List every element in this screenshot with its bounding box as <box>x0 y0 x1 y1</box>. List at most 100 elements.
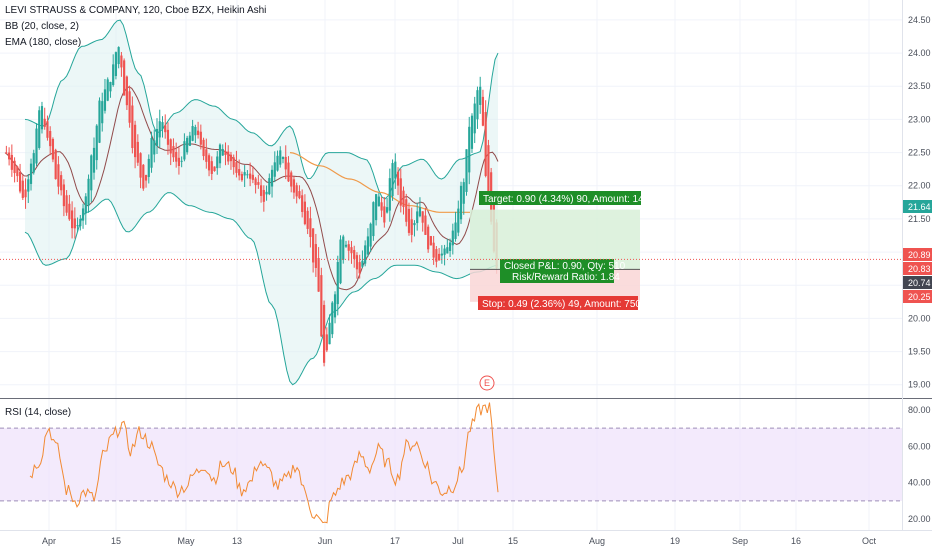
candle-body <box>435 249 438 262</box>
candle-body <box>21 180 24 198</box>
candle-body <box>262 189 265 202</box>
rsi-legend[interactable]: RSI (14, close) <box>5 407 72 418</box>
time-axis[interactable]: Apr 15 May 13 Jun 17 Jul 15 Aug 19 Sep 16 Oct <box>42 536 877 546</box>
candle-body <box>98 100 101 143</box>
candle-body <box>218 144 222 164</box>
candle-body <box>361 260 364 267</box>
candle-body <box>112 64 115 86</box>
candle-body <box>166 129 170 145</box>
candle-body <box>232 157 235 168</box>
candle-body <box>265 191 268 195</box>
candle-body <box>421 211 424 223</box>
candle-body <box>301 195 304 212</box>
price-tag <box>903 248 932 261</box>
candle-body <box>210 161 213 174</box>
candle-body <box>298 191 301 199</box>
candle-body <box>101 101 104 124</box>
candle-body <box>240 174 244 181</box>
candle-body <box>479 86 482 105</box>
rsi-tick-label: 40.00 <box>908 478 931 488</box>
candle-body <box>29 163 33 184</box>
candle-body <box>314 244 317 268</box>
candle-body <box>333 294 337 318</box>
price-tick-label: 24.50 <box>908 15 931 25</box>
candle-body <box>320 275 323 337</box>
candle-body <box>87 178 90 206</box>
price-tag-label: 20.89 <box>908 250 931 260</box>
candle-body <box>279 150 282 165</box>
candle-body <box>142 164 145 189</box>
candle-body <box>54 149 57 180</box>
candle-body <box>372 202 375 237</box>
candle-body <box>60 175 63 191</box>
time-tick-label: 13 <box>232 536 242 546</box>
candle-body <box>394 161 397 179</box>
candle-body <box>90 155 93 191</box>
candle-body <box>8 152 11 160</box>
candle-body <box>13 160 16 174</box>
candle-body <box>429 236 432 246</box>
time-tick-label: Jun <box>318 536 333 546</box>
bb-basis-line <box>4 86 499 291</box>
candle-body <box>139 153 142 178</box>
price-tag-label: 20.25 <box>908 292 931 302</box>
price-tick-label: 19.00 <box>908 380 931 390</box>
candle-body <box>65 195 68 213</box>
candle-body <box>328 322 331 345</box>
candle-body <box>147 158 150 178</box>
candle-body <box>465 149 468 192</box>
time-tick-label: May <box>177 536 195 546</box>
time-tick-label: Apr <box>42 536 56 546</box>
candle-body <box>396 171 400 186</box>
candle-body <box>309 218 312 238</box>
candle-body <box>5 152 8 154</box>
candle-body <box>43 118 46 127</box>
candles <box>5 46 498 367</box>
candle-body <box>385 207 389 213</box>
chart-title: LEVI STRAUSS & COMPANY, 120, Cboe BZX, H… <box>5 5 267 16</box>
candle-body <box>366 236 369 255</box>
candle-body <box>136 141 139 163</box>
candle-body <box>353 250 356 259</box>
rsi-tick-label: 80.00 <box>908 405 931 415</box>
candle-body <box>380 202 383 211</box>
candle-body <box>364 245 367 264</box>
candle-body <box>125 76 128 106</box>
candle-body <box>369 223 372 247</box>
candle-body <box>24 189 27 198</box>
candle-body <box>81 208 85 221</box>
candle-body <box>407 208 411 233</box>
time-tick-label: Aug <box>589 536 605 546</box>
candle-body <box>416 211 419 224</box>
candle-body <box>342 236 345 260</box>
candle-body <box>183 141 186 160</box>
candle-body <box>38 110 41 148</box>
price-tick-label: 23.50 <box>908 81 931 91</box>
stop-label-box <box>478 296 638 310</box>
candle-body <box>418 207 422 217</box>
earnings-circle[interactable] <box>479 375 495 391</box>
time-tick-label: Sep <box>732 536 748 546</box>
candle-body <box>51 138 55 160</box>
rsi-axis[interactable]: 20.00 40.00 60.00 80.00 <box>908 405 931 524</box>
candle-body <box>303 201 307 225</box>
candle-body <box>355 255 359 270</box>
candle-body <box>259 185 263 196</box>
candle-body <box>273 162 276 177</box>
candle-body <box>114 52 118 77</box>
candle-body <box>451 230 454 246</box>
candle-body <box>202 139 205 157</box>
candle-body <box>227 151 230 162</box>
candle-body <box>276 155 279 171</box>
candle-body <box>383 206 386 223</box>
earnings-marker[interactable]: E <box>479 375 495 391</box>
candle-body <box>391 163 394 197</box>
time-tick-label: 15 <box>111 536 121 546</box>
candle-body <box>76 225 79 227</box>
price-tick-label: 21.50 <box>908 214 931 224</box>
earnings-label: E <box>484 378 490 388</box>
bb-legend[interactable]: BB (20, close, 2) <box>5 21 79 32</box>
ema-legend[interactable]: EMA (180, close) <box>5 37 82 48</box>
time-tick-label: 16 <box>791 536 801 546</box>
